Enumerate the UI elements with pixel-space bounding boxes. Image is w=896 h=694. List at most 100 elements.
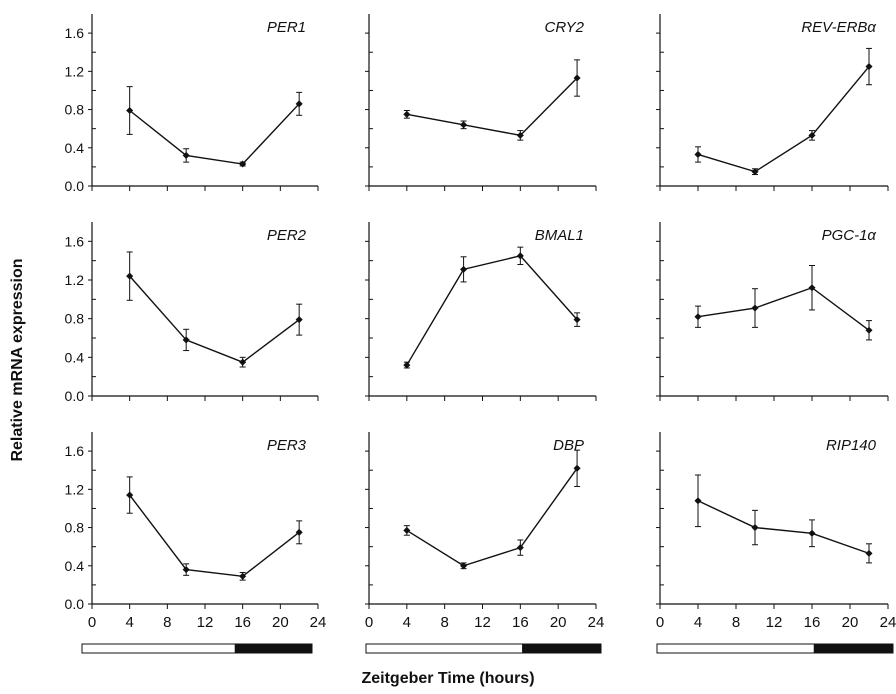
data-point xyxy=(182,151,190,159)
series-line xyxy=(129,275,300,363)
data-point xyxy=(516,131,524,139)
panel-grid: 0.0 0.4 0.8 1.2 1.6 PER1 CRY2 REV-ERBα 0.0 0.4 0.8… xyxy=(65,14,896,631)
data-point xyxy=(865,326,873,334)
panel-rip140: 0 4 8 12 16 20 24 RIP140 xyxy=(656,432,896,631)
panel-title: BMAL1 xyxy=(535,227,584,244)
x-tick-label: 20 xyxy=(272,614,289,631)
data-point xyxy=(808,131,816,139)
x-tick-label: 4 xyxy=(125,614,133,631)
series-line xyxy=(406,467,578,567)
data-point xyxy=(403,526,411,534)
data-point xyxy=(751,168,759,176)
panel-dbp: 0 4 8 12 16 20 24 DBP xyxy=(365,432,605,631)
data-point xyxy=(460,265,468,273)
x-tick-label: 8 xyxy=(440,614,448,631)
panel-per1: 0.0 0.4 0.8 1.2 1.6 PER1 xyxy=(65,14,319,194)
light-phase-segment xyxy=(656,643,815,654)
series-line xyxy=(129,494,300,578)
x-tick-label: 16 xyxy=(234,614,251,631)
light-dark-bars xyxy=(81,643,894,654)
data-point xyxy=(751,524,759,532)
x-tick-label: 4 xyxy=(403,614,411,631)
x-tick-label: 20 xyxy=(842,614,859,631)
y-tick-label: 0.8 xyxy=(65,311,85,327)
panel-per2: 0.0 0.4 0.8 1.2 1.6 PER2 xyxy=(65,222,319,404)
y-tick-label: 1.2 xyxy=(65,63,85,79)
series-line xyxy=(129,103,300,165)
dark-phase-segment xyxy=(522,643,602,654)
panel-title: DBP xyxy=(553,437,584,454)
y-axis-label: Relative mRNA expression xyxy=(9,258,26,461)
panel-pgc-1: PGC-1α xyxy=(656,222,889,401)
data-point xyxy=(126,272,134,280)
data-point xyxy=(295,528,303,536)
panel-title: PGC-1α xyxy=(822,227,877,244)
panel-rev-erb: REV-ERBα xyxy=(656,14,889,191)
y-tick-label: 0.4 xyxy=(65,349,85,365)
series-line xyxy=(697,500,870,555)
data-point xyxy=(460,121,468,129)
series-line xyxy=(406,77,578,137)
data-point xyxy=(516,544,524,552)
light-phase-segment xyxy=(81,643,236,654)
y-tick-label: 0.0 xyxy=(65,178,85,194)
data-point xyxy=(751,304,759,312)
panel-title: CRY2 xyxy=(545,19,585,36)
light-dark-bar xyxy=(81,643,313,654)
y-tick-label: 1.6 xyxy=(65,233,85,249)
panel-title: RIP140 xyxy=(826,437,877,454)
data-point xyxy=(694,150,702,159)
x-tick-label: 16 xyxy=(804,614,821,631)
x-tick-label: 12 xyxy=(197,614,214,631)
y-tick-label: 0.0 xyxy=(65,596,85,612)
panel-title: REV-ERBα xyxy=(801,19,876,36)
data-point xyxy=(239,358,247,366)
data-point xyxy=(808,529,816,537)
x-tick-label: 12 xyxy=(766,614,783,631)
light-dark-bar xyxy=(365,643,602,654)
x-tick-label: 0 xyxy=(365,614,373,631)
data-point xyxy=(126,491,134,499)
series-line xyxy=(406,255,578,366)
y-tick-label: 0.8 xyxy=(65,520,85,536)
panel-cry2: CRY2 xyxy=(365,14,597,191)
x-tick-label: 0 xyxy=(656,614,664,631)
data-point xyxy=(865,63,873,71)
data-point xyxy=(573,74,581,82)
data-point xyxy=(808,284,816,292)
data-point xyxy=(182,566,190,574)
series-line xyxy=(697,286,870,331)
x-tick-label: 16 xyxy=(512,614,529,631)
x-tick-label: 20 xyxy=(550,614,567,631)
data-point xyxy=(865,549,873,557)
light-dark-bar xyxy=(656,643,894,654)
panel-per3: 0.0 0.4 0.8 1.2 1.6 0 4 8 12 16 20 24 PER3 xyxy=(65,432,326,631)
y-tick-label: 0.0 xyxy=(65,388,85,404)
y-tick-label: 1.2 xyxy=(65,481,85,497)
data-point xyxy=(239,160,247,168)
dark-phase-segment xyxy=(813,643,894,654)
data-point xyxy=(573,316,581,324)
data-point xyxy=(295,316,303,324)
series-line xyxy=(697,66,870,173)
data-point xyxy=(182,336,190,344)
x-tick-label: 8 xyxy=(163,614,171,631)
light-phase-segment xyxy=(365,643,524,654)
y-tick-label: 1.2 xyxy=(65,272,85,288)
y-tick-label: 0.8 xyxy=(65,102,85,118)
data-point xyxy=(403,361,411,369)
panel-title: PER2 xyxy=(267,227,307,244)
x-tick-label: 8 xyxy=(732,614,740,631)
data-point xyxy=(295,100,303,108)
panel-title: PER1 xyxy=(267,19,306,36)
data-point xyxy=(694,497,702,505)
data-point xyxy=(573,464,581,472)
data-point xyxy=(460,562,468,570)
x-tick-label: 12 xyxy=(474,614,491,631)
panel-bmal1: BMAL1 xyxy=(365,222,597,401)
y-tick-label: 1.6 xyxy=(65,443,85,459)
data-point xyxy=(126,106,134,115)
panel-title: PER3 xyxy=(267,437,307,454)
x-tick-label: 24 xyxy=(588,614,605,631)
